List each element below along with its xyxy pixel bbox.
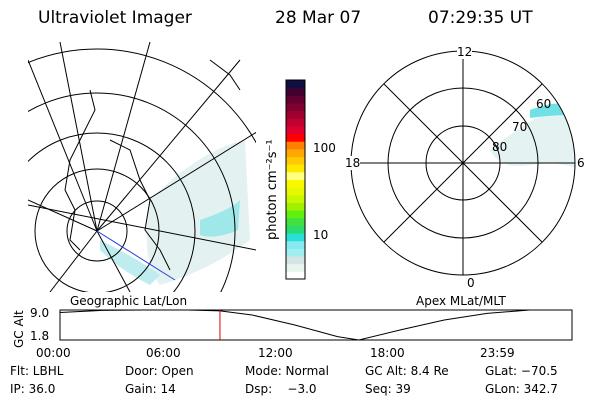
- colorbar-segment: [286, 118, 305, 127]
- glon: GLon: 342.7: [485, 382, 558, 396]
- colorbar-tick: 100: [313, 141, 336, 155]
- lat-label-70: 70: [512, 120, 528, 134]
- colorbar-segment: [286, 87, 305, 96]
- altitude-ytick: 1.8: [30, 329, 50, 343]
- ip: IP: 36.0: [10, 382, 56, 396]
- colorbar-segment: [286, 248, 305, 257]
- altitude-xtick: 12:00: [258, 346, 293, 360]
- altitude-ytick: 9.0: [30, 306, 50, 320]
- colorbar-segment: [286, 80, 305, 89]
- colorbar-segment: [286, 271, 305, 280]
- dsp: Dsp: −3.0: [245, 382, 317, 396]
- colorbar-segment: [286, 225, 305, 234]
- filter: Flt: LBHL: [10, 364, 64, 378]
- gain: Gain: 14: [125, 382, 176, 396]
- apex-map: [490, 100, 575, 170]
- time: 07:29:35 UT: [428, 8, 533, 28]
- colorbar-segment: [286, 164, 305, 173]
- colorbar-label: photon cm⁻²s⁻¹: [265, 139, 280, 240]
- colorbar-segment: [286, 179, 305, 188]
- seq: Seq: 39: [365, 382, 411, 396]
- colorbar-segment: [286, 102, 305, 112]
- door: Door: Open: [125, 364, 194, 378]
- colorbar-segment: [286, 240, 305, 249]
- instrument-title: Ultraviolet Imager: [38, 8, 192, 28]
- colorbar-segment: [286, 263, 305, 272]
- altitude-ylabel: GC Alt: [12, 310, 26, 348]
- colorbar-segment: [286, 148, 305, 158]
- colorbar-segment: [286, 233, 305, 242]
- colorbar-segment: [286, 156, 305, 165]
- colorbar: [286, 80, 305, 280]
- mlt-label-12: 12: [457, 45, 473, 59]
- altitude-line: [59, 309, 572, 341]
- altitude-plot-frame: [59, 309, 573, 341]
- left-map-label: Geographic Lat/Lon: [70, 294, 188, 308]
- colorbar-tick: 10: [313, 228, 329, 242]
- colorbar-segment: [286, 125, 305, 135]
- lat-label-60: 60: [536, 97, 552, 111]
- colorbar-segment: [286, 133, 305, 142]
- date: 28 Mar 07: [275, 8, 362, 28]
- colorbar-segment: [286, 95, 305, 104]
- geographic-map: [28, 42, 256, 292]
- altitude-xtick: 06:00: [146, 346, 181, 360]
- colorbar-segment: [286, 110, 305, 119]
- lat-label-80: 80: [492, 140, 508, 154]
- right-map-label: Apex MLat/MLT: [416, 294, 506, 308]
- colorbar-segment: [286, 171, 305, 180]
- mlt-label-18: 18: [345, 156, 361, 170]
- gc-alt: GC Alt: 8.4 Re: [365, 364, 449, 378]
- apex-grid: [350, 50, 576, 276]
- colorbar-segment: [286, 194, 305, 203]
- colorbar-segment: [286, 141, 305, 150]
- colorbar-segment: [286, 217, 305, 226]
- colorbar-segment: [286, 187, 305, 196]
- mlt-label-6: 6: [577, 156, 585, 170]
- mode: Mode: Normal: [245, 364, 329, 378]
- altitude-xtick: 00:00: [36, 346, 71, 360]
- glat: GLat: −70.5: [485, 364, 558, 378]
- colorbar-segment: [286, 256, 305, 265]
- colorbar-segment: [286, 210, 305, 219]
- altitude-xtick: 18:00: [370, 346, 405, 360]
- mlt-label-0: 0: [467, 276, 475, 290]
- altitude-xtick: 23:59: [480, 346, 515, 360]
- colorbar-segment: [286, 202, 305, 211]
